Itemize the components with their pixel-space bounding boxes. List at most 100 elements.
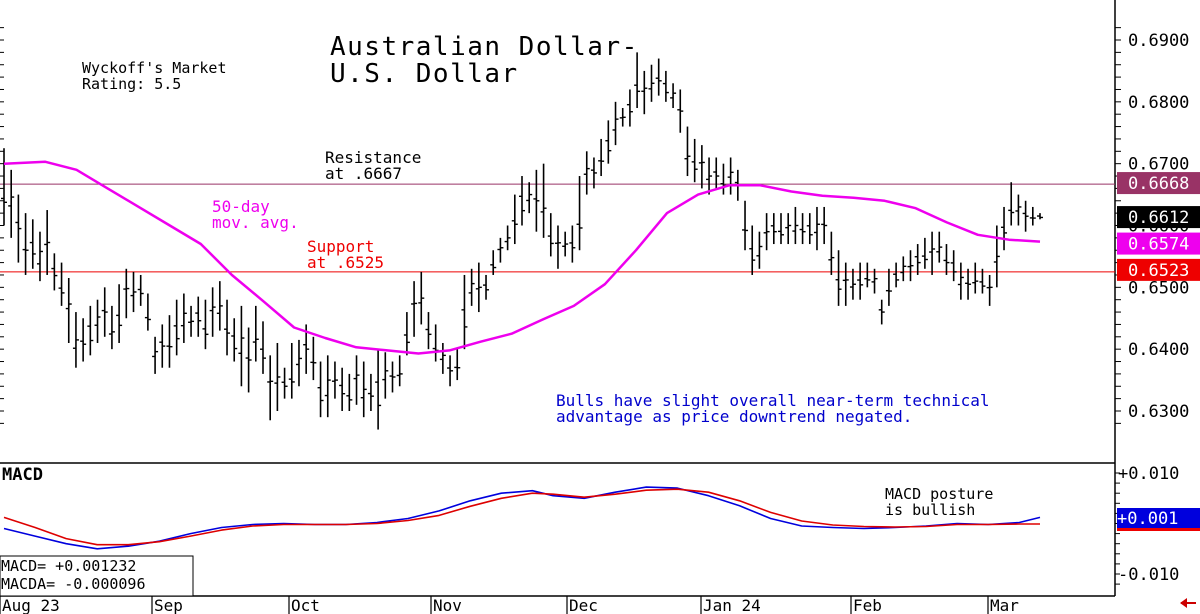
ohlc-bar bbox=[972, 262, 979, 294]
ohlc-bar bbox=[670, 83, 677, 109]
ohlc-bar bbox=[756, 231, 763, 269]
ohlc-bar bbox=[540, 163, 547, 238]
ohlc-bar bbox=[367, 373, 374, 411]
ohlc-bar bbox=[403, 312, 410, 356]
ohlc-bar bbox=[921, 237, 928, 269]
ohlc-bar bbox=[216, 281, 223, 331]
ohlc-bar bbox=[375, 349, 382, 430]
ohlc-bar bbox=[684, 126, 691, 177]
ohlc-bar bbox=[454, 349, 461, 381]
ohlc-bar bbox=[353, 355, 360, 405]
ohlc-bar bbox=[900, 256, 907, 282]
ohlc-bar bbox=[411, 281, 418, 337]
month-label: Oct bbox=[291, 596, 320, 614]
ohlc-bar bbox=[281, 367, 288, 399]
ohlc-bar bbox=[965, 268, 972, 300]
ma-label: 50-day mov. avg. bbox=[212, 197, 299, 232]
ohlc-bar bbox=[569, 225, 576, 263]
ohlc-bar bbox=[849, 268, 856, 300]
back-arrow-icon[interactable] bbox=[1180, 598, 1196, 608]
support-label: Support at .6525 bbox=[307, 237, 384, 272]
ohlc-bar bbox=[389, 361, 396, 393]
ohlc-bar bbox=[842, 262, 849, 306]
ohlc-bar bbox=[1022, 200, 1029, 232]
ohlc-bar bbox=[58, 262, 65, 306]
ohlc-bar bbox=[180, 293, 187, 343]
ohlc-bar bbox=[706, 157, 713, 195]
ohlc-bar bbox=[195, 296, 202, 337]
ohlc-bar bbox=[1008, 182, 1015, 226]
ohlc-bar bbox=[806, 213, 813, 245]
back-arrow-head bbox=[1180, 598, 1187, 608]
ohlc-bar bbox=[641, 70, 648, 115]
ohlc-bar bbox=[720, 163, 727, 195]
ohlc-bar bbox=[612, 101, 619, 146]
macd-readout-box bbox=[0, 555, 194, 597]
macd-panel bbox=[3, 486, 1041, 550]
ohlc-bar bbox=[1029, 206, 1036, 226]
ohlc-bar bbox=[634, 52, 641, 109]
ohlc-bar bbox=[504, 225, 511, 251]
resistance-tag: 0.6668 bbox=[1128, 174, 1189, 194]
ohlc-bar bbox=[526, 182, 533, 214]
ohlc-bar bbox=[698, 145, 705, 189]
ohlc-bar bbox=[116, 284, 123, 343]
ohlc-bar bbox=[8, 169, 15, 238]
ohlc-bar bbox=[792, 206, 799, 245]
month-label: Aug 23 bbox=[2, 596, 60, 614]
ohlc-bar bbox=[821, 206, 828, 245]
ohlc-bar bbox=[1015, 194, 1022, 226]
last-price-tag: 0.6612 bbox=[1128, 208, 1189, 228]
ohlc-bar bbox=[511, 194, 518, 245]
ohlc-bar bbox=[871, 268, 878, 294]
ohlc-bar bbox=[813, 206, 820, 251]
ohlc-bar bbox=[1, 148, 7, 226]
ohlc-bar bbox=[209, 287, 216, 337]
ohlc-bar bbox=[15, 194, 22, 263]
month-label: Feb bbox=[853, 596, 882, 614]
ohlc-bar bbox=[324, 355, 331, 418]
macda-readout: MACDA= -0.000096 bbox=[1, 575, 146, 593]
ohlc-bar bbox=[87, 305, 94, 356]
macda-line bbox=[3, 488, 1040, 546]
ohlc-bar bbox=[123, 268, 130, 319]
ohlc-bar bbox=[864, 262, 871, 288]
ohlc-bar bbox=[677, 89, 684, 133]
macd-readout: MACD= +0.001232 bbox=[1, 557, 136, 575]
ohlc-bar bbox=[166, 315, 173, 368]
ohlc-bar bbox=[554, 225, 561, 269]
macd-tag-bg bbox=[1117, 508, 1200, 528]
ohlc-bar bbox=[770, 213, 777, 245]
ohlc-bar bbox=[202, 299, 209, 350]
moving-average-line bbox=[3, 160, 1041, 355]
ohlc-bar bbox=[986, 274, 993, 306]
resistance-tag-bg bbox=[1117, 172, 1200, 195]
month-label: Jan 24 bbox=[703, 596, 761, 614]
ohlc-bar bbox=[36, 231, 43, 282]
ohlc-bar bbox=[993, 225, 1000, 288]
ohlc-bar bbox=[231, 318, 238, 362]
ohlc-bar bbox=[742, 200, 749, 251]
month-label: Mar bbox=[990, 596, 1019, 614]
ohlc-bar bbox=[101, 287, 108, 337]
price-tick-label: 0.6500 bbox=[1128, 278, 1189, 298]
ohlc-bar bbox=[224, 299, 231, 356]
ohlc-bar bbox=[1037, 213, 1043, 220]
ohlc-bar bbox=[605, 120, 612, 164]
ohlc-bar bbox=[51, 253, 58, 291]
ohlc-bar bbox=[857, 262, 864, 300]
ohlc-bar bbox=[432, 324, 439, 362]
ohlc-bar bbox=[310, 336, 317, 381]
ohlc-bar bbox=[44, 210, 51, 275]
macd-tick-label: +0.010 bbox=[1118, 464, 1179, 484]
ohlc-bar bbox=[439, 342, 446, 374]
ohlc-bar bbox=[662, 70, 669, 102]
ohlc-bar bbox=[691, 138, 698, 183]
ohlc-bar bbox=[907, 250, 914, 282]
macd-annotation: MACD posture is bullish bbox=[885, 485, 993, 519]
ohlc-bar bbox=[598, 138, 605, 177]
ohlc-bar bbox=[799, 213, 806, 245]
ohlc-bar bbox=[267, 355, 274, 421]
ohlc-bar bbox=[152, 336, 159, 374]
price-panel bbox=[0, 52, 1115, 430]
